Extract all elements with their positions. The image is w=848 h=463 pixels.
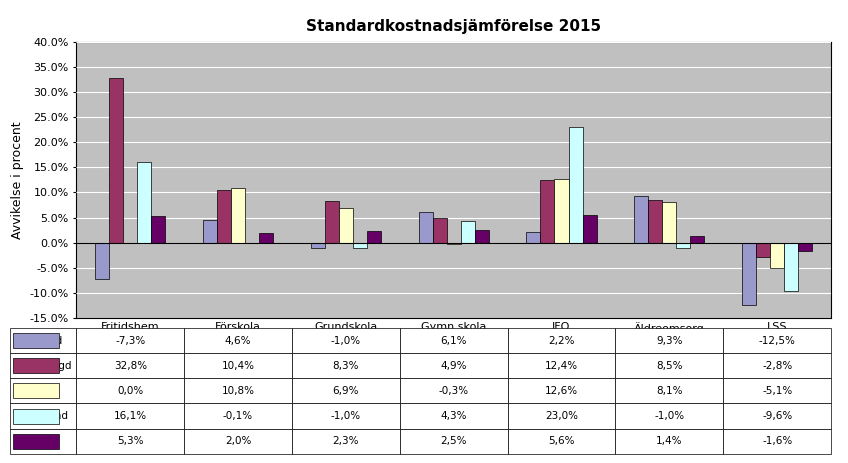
Bar [353, 243, 367, 248]
Title: Standardkostnadsjämförelse 2015: Standardkostnadsjämförelse 2015 [306, 19, 601, 33]
Bar [95, 243, 109, 279]
Bar [231, 188, 245, 243]
Bar [151, 216, 165, 243]
Bar [203, 219, 217, 243]
Bar [311, 243, 325, 248]
Bar [540, 181, 555, 243]
Bar [109, 78, 123, 243]
Bar [648, 200, 662, 243]
Bar [583, 214, 596, 243]
Bar [259, 232, 273, 243]
Bar [756, 243, 770, 257]
Y-axis label: Avvikelse i procent: Avvikelse i procent [11, 121, 24, 239]
Bar [742, 243, 756, 306]
Bar [690, 236, 705, 243]
Bar [137, 162, 151, 243]
Bar [568, 127, 583, 243]
Bar [634, 196, 648, 243]
Bar [475, 230, 488, 243]
Bar [325, 201, 339, 243]
Bar [677, 243, 690, 248]
Bar [784, 243, 798, 291]
Bar [419, 212, 432, 243]
Bar [662, 202, 677, 243]
Bar [367, 231, 381, 243]
Bar [217, 190, 231, 243]
Bar [447, 243, 460, 244]
Bar [555, 179, 568, 243]
Bar [798, 243, 812, 251]
Bar [460, 221, 475, 243]
Bar [339, 208, 353, 243]
Bar [527, 232, 540, 243]
Bar [770, 243, 784, 269]
Bar [432, 218, 447, 243]
